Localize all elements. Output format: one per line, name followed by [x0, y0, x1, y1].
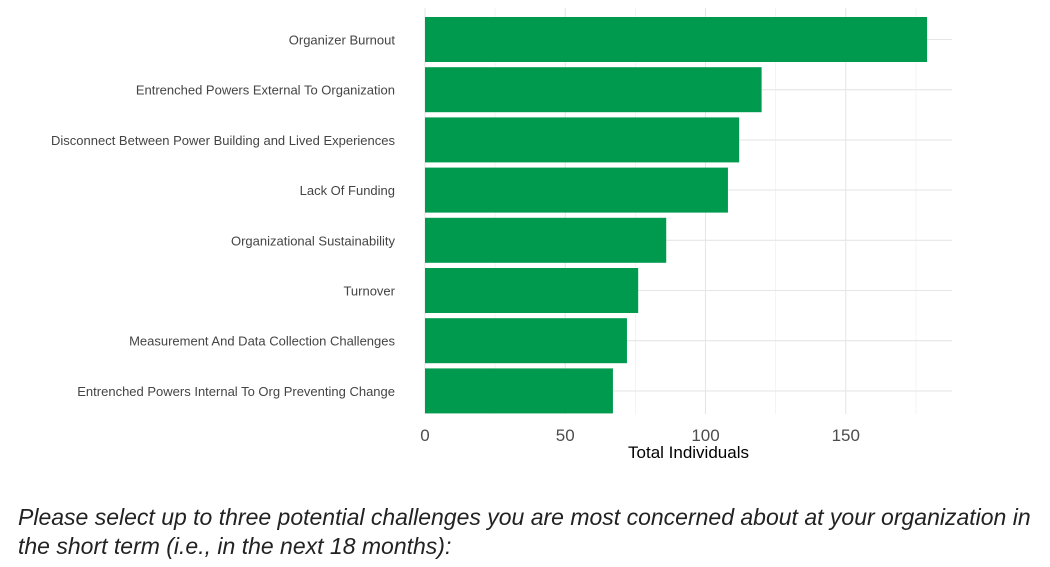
category-label: Lack Of Funding — [300, 183, 395, 198]
bar — [425, 368, 613, 414]
bar — [425, 67, 762, 113]
bar — [425, 318, 627, 364]
category-label: Entrenched Powers External To Organizati… — [136, 83, 395, 98]
x-tick-labels: 0 50 100 150 — [420, 426, 860, 445]
x-tick-label: 150 — [832, 426, 860, 445]
x-tick-label: 0 — [420, 426, 429, 445]
bar — [425, 117, 740, 163]
x-tick-label: 50 — [556, 426, 575, 445]
bar — [425, 268, 639, 313]
category-label: Entrenched Powers Internal To Org Preven… — [77, 384, 395, 399]
category-labels: Organizer Burnout Entrenched Powers Exter… — [51, 33, 396, 399]
category-label: Organizational Sustainability — [231, 233, 396, 248]
chart-caption: Please select up to three potential chal… — [18, 504, 1031, 559]
x-tick-label: 100 — [691, 426, 719, 445]
category-label: Turnover — [343, 284, 395, 299]
category-label: Organizer Burnout — [289, 33, 396, 48]
bars — [425, 17, 928, 414]
x-axis-title: Total Individuals — [628, 443, 749, 462]
category-label: Measurement And Data Collection Challeng… — [129, 334, 395, 349]
bar — [425, 217, 667, 263]
bar — [425, 167, 728, 213]
bar-chart: Organizer Burnout Entrenched Powers Exter… — [51, 8, 952, 462]
bar — [425, 17, 928, 62]
category-label: Disconnect Between Power Building and Li… — [51, 133, 395, 148]
